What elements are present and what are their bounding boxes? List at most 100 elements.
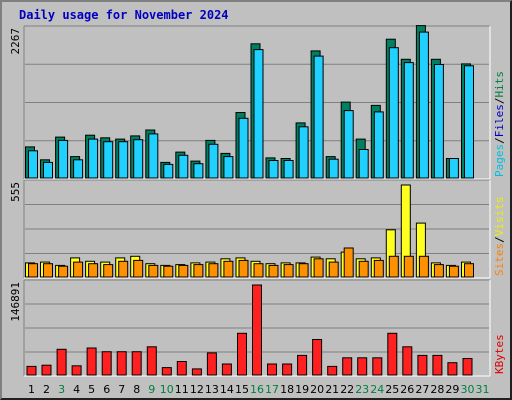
top-bar-files-14 [223,156,234,179]
top-bar-files-21 [328,158,339,179]
bottom-bar-kbytes-1 [26,365,37,376]
x-tick-label-day-21: 21 [325,383,339,396]
middle-bar-sites-21 [328,261,339,278]
legend-entry: Sites [493,243,506,276]
bottom-bar-kbytes-4 [71,365,82,376]
x-tick-label-day-13: 13 [205,383,219,396]
middle-bar-sites-17 [268,264,279,278]
bottom-bar-kbytes-3 [56,348,67,376]
middle-bar-sites-5 [88,263,99,278]
x-tick-label-day-18: 18 [280,383,294,396]
middle-y-max-label: 555 [9,182,22,202]
x-tick-label-day-25: 25 [385,383,399,396]
bottom-bar-kbytes-19 [297,354,308,376]
x-tick-label-day-28: 28 [430,383,444,396]
bottom-bar-kbytes-23 [357,357,368,376]
bottom-bar-kbytes-20 [312,339,323,376]
top-bar-files-13 [208,143,219,179]
x-tick-label-day-29: 29 [445,383,459,396]
middle-bar-sites-24 [373,259,384,278]
bottom-bar-kbytes-26 [402,346,413,376]
x-tick-label-day-12: 12 [190,383,204,396]
legend-entry: / [493,236,506,243]
middle-bar-sites-19 [298,263,309,278]
x-tick-label-day-20: 20 [310,383,324,396]
middle-bar-sites-14 [223,260,234,278]
x-tick-label-day-4: 4 [73,383,80,396]
middle-bar-sites-15 [238,259,249,278]
middle-bar-sites-26 [403,255,414,278]
bottom-bar-kbytes-25 [387,332,398,376]
bottom-bar-kbytes-6 [101,351,112,376]
legend-entry: Hits [493,71,506,98]
bottom-bar-kbytes-22 [342,357,353,376]
x-tick-label-day-26: 26 [400,383,414,396]
bottom-bar-kbytes-27 [417,354,428,376]
x-tick-label-day-9: 9 [148,383,155,396]
top-bar-files-22 [343,110,354,179]
top-bar-files-3 [58,139,69,179]
top-bar-files-8 [133,139,144,179]
bottom-bar-kbytes-30 [462,358,473,376]
top-bar-files-24 [373,111,384,179]
top-y-max-label: 2267 [9,28,22,55]
top-bar-files-23 [358,149,369,179]
middle-bar-sites-18 [283,264,294,278]
top-bar-files-9 [148,133,159,179]
bottom-bar-kbytes-9 [146,346,157,376]
x-tick-label-day-7: 7 [118,383,125,396]
x-tick-label-day-11: 11 [175,383,189,396]
x-tick-label-day-23: 23 [355,383,369,396]
x-tick-label-day-1: 1 [28,383,35,396]
top-bar-files-15 [238,117,249,179]
bottom-bar-kbytes-18 [282,363,293,376]
x-tick-label-day-10: 10 [160,383,174,396]
x-tick-label-day-22: 22 [340,383,354,396]
bottom-bar-kbytes-16 [252,284,262,376]
top-bar-files-18 [283,160,294,179]
middle-bar-sites-10 [163,265,174,278]
x-tick-label-day-30: 30 [461,383,475,396]
x-tick-label-day-3: 3 [58,383,65,396]
top-bar-files-30 [464,65,474,179]
bottom-bar-kbytes-21 [327,365,338,376]
legend-entry: Pages [493,144,506,177]
middle-bar-sites-30 [464,263,474,278]
top-bar-files-7 [118,141,129,179]
middle-bar-sites-20 [313,258,324,278]
x-tick-label-day-16: 16 [250,383,264,396]
top-bar-files-28 [433,64,444,179]
middle-bar-sites-11 [178,264,189,278]
bottom-bar-kbytes-10 [161,367,172,376]
bottom-bar-kbytes-12 [191,368,202,376]
bottom-bar-kbytes-8 [131,351,142,376]
legend-entry: KBytes [493,334,506,374]
x-tick-label-day-6: 6 [103,383,110,396]
middle-bar-sites-4 [73,261,84,278]
bottom-bar-kbytes-28 [432,354,443,376]
x-tick-label-day-2: 2 [43,383,50,396]
top-bar-files-29 [448,158,459,179]
top-bar-files-16 [253,49,264,179]
x-tick-label-day-17: 17 [265,383,279,396]
x-tick-label-day-15: 15 [235,383,249,396]
legend-entry: Visits [493,197,506,237]
chart-title: Daily usage for November 2024 [19,8,229,22]
middle-bar-sites-29 [448,265,459,278]
middle-bar-sites-12 [193,264,204,278]
top-bar-files-5 [88,138,99,179]
legend-entry: / [493,137,506,144]
top-bar-files-6 [103,141,114,179]
top-bar-files-27 [418,31,429,179]
top-legend: Pages/Files/Hits [493,71,506,177]
middle-bar-sites-13 [208,263,219,278]
top-bar-files-26 [403,62,414,179]
top-bar-files-20 [313,55,324,179]
top-bar-files-25 [388,47,399,179]
bottom-bar-kbytes-24 [372,357,383,376]
middle-legend: Sites/Visits [493,197,506,277]
middle-bar-sites-27 [418,255,429,278]
x-tick-label-day-24: 24 [370,383,384,396]
legend-entry: Files [493,104,506,137]
x-tick-label-day-5: 5 [88,383,95,396]
